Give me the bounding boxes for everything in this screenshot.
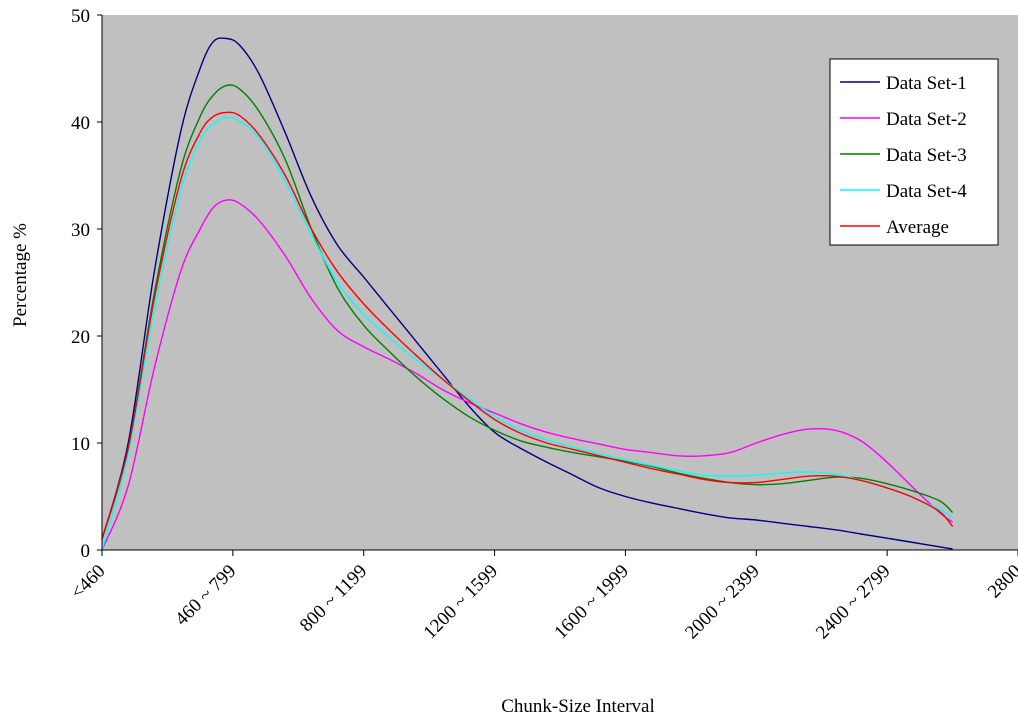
y-tick-label: 20	[71, 327, 90, 348]
series-line-2	[101, 199, 954, 551]
x-ticks: <460 460 ~ 799 800 ~ 1199 1200 ~ 1599 1600 ~…	[67, 550, 1018, 643]
legend-label: Average	[886, 217, 949, 238]
y-tick-label: 40	[71, 113, 90, 134]
y-tick-label: 0	[81, 541, 91, 562]
legend-label: Data Set-2	[886, 109, 967, 130]
legend: Data Set-1 Data Set-2 Data Set-3 Data Set-4…	[829, 58, 999, 246]
x-tick-label: 1200 ~ 1599	[420, 561, 503, 644]
y-tick-label: 30	[71, 220, 90, 241]
legend-label: Data Set-4	[886, 181, 967, 202]
x-axis-title: Chunk-Size Interval	[501, 696, 655, 717]
x-tick-label: 2000 ~ 2399	[681, 561, 764, 644]
legend-label: Data Set-1	[886, 73, 967, 94]
y-tick-label: 10	[71, 434, 90, 455]
series-line-3	[101, 84, 954, 540]
series-line-5	[101, 111, 954, 540]
series-line-4	[101, 116, 953, 551]
x-tick-label: <460	[67, 561, 110, 604]
x-tick-label: 1600 ~ 1999	[550, 561, 633, 644]
series-layer	[101, 37, 954, 551]
legend-label: Data Set-3	[886, 145, 967, 166]
x-tick-label: 800 ~ 1199	[296, 561, 371, 636]
x-tick-label: 2800	[984, 561, 1018, 603]
x-tick-label: 460 ~ 799	[171, 561, 240, 630]
legend-box	[829, 58, 999, 246]
x-tick-label: 2400 ~ 2799	[812, 561, 895, 644]
y-axis-title: Percentage %	[10, 223, 31, 327]
y-tick-label: 50	[71, 6, 90, 27]
y-ticks: 0 10 20 30 40 50	[71, 6, 102, 562]
